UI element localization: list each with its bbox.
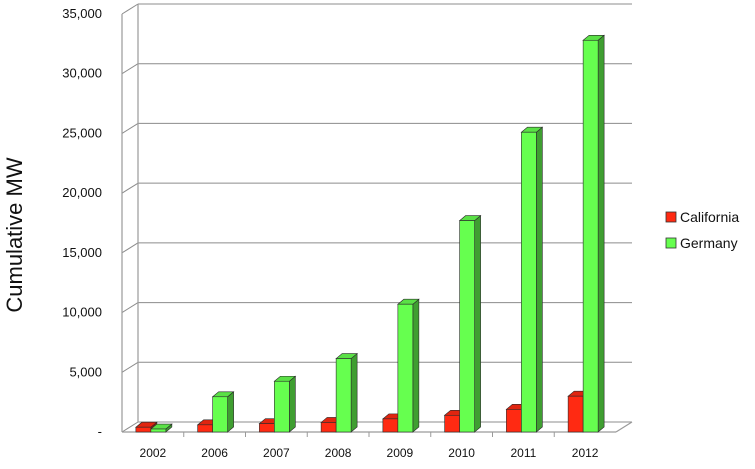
x-tick-label-2012: 2012 [572, 446, 599, 460]
bar-front-california-2008 [320, 422, 337, 433]
legend: California Germany [665, 209, 739, 251]
bar-front-germany-2012 [582, 39, 599, 433]
bar-front-california-2009 [382, 418, 399, 433]
bar-front-california-2012 [567, 395, 584, 433]
y-tick-label-30000: 30,000 [62, 66, 102, 81]
bar-germany-2007 [273, 375, 297, 433]
bar-germany-2012 [582, 34, 605, 433]
grid-depth-15000 [121, 242, 139, 254]
bar-side-germany-2006 [227, 391, 234, 433]
axes [121, 4, 633, 437]
grid-depth-30000 [121, 63, 139, 75]
floor-right-edge [615, 421, 633, 433]
x-tick-label-2008: 2008 [325, 446, 352, 460]
bar-front-california-2006 [197, 424, 213, 433]
bar-side-germany-2010 [474, 214, 481, 433]
bar-side-germany-2008 [350, 352, 358, 433]
legend-swatch-california [665, 211, 677, 223]
x-tick-label-2010: 2010 [448, 446, 475, 460]
grid-depth-25000 [121, 123, 139, 134]
bar-front-california-2010 [444, 414, 460, 433]
bar-front-germany-2007 [274, 380, 290, 433]
legend-swatch-germany [665, 237, 677, 249]
bar-front-germany-2011 [521, 131, 537, 433]
bar-front-california-2002 [135, 426, 152, 433]
bar-germany-2006 [211, 391, 235, 433]
grid-depth-5000 [121, 361, 139, 373]
x-tick-label-2007: 2007 [263, 446, 290, 460]
grid-depth-0 [121, 421, 139, 433]
y-axis-tick-labels: - 5,000 10,000 15,000 20,000 25,000 30,000 35,0… [62, 6, 102, 439]
bar-front-germany-2008 [335, 358, 352, 433]
legend-label-california: California [680, 209, 739, 225]
y-tick-label-35000: 35,000 [62, 6, 102, 21]
legend-label-germany: Germany [680, 235, 738, 251]
x-tick-label-2009: 2009 [387, 446, 414, 460]
bar-side-germany-2012 [597, 34, 605, 433]
bar-germany-2010 [458, 214, 482, 433]
bar-germany-2008 [335, 352, 358, 433]
bar-germany-2002 [150, 423, 173, 433]
y-tick-label-15000: 15,000 [62, 245, 102, 260]
bar-side-germany-2009 [412, 298, 420, 433]
bar-series [135, 34, 605, 433]
y-tick-label-20000: 20,000 [62, 185, 102, 200]
bar-side-germany-2007 [289, 375, 296, 433]
bar-front-california-2007 [259, 423, 275, 433]
x-axis-tick-labels: 2002 2006 2007 2008 2009 2010 2011 2012 [140, 446, 599, 460]
bar-side-germany-2011 [536, 126, 543, 433]
grid-lines [121, 3, 632, 433]
bar-front-germany-2002 [150, 428, 167, 433]
x-tick-label-2006: 2006 [201, 446, 228, 460]
bar-germany-2009 [397, 298, 420, 433]
grid-depth-35000 [121, 3, 139, 15]
bar-germany-2011 [520, 126, 544, 433]
y-tick-label-5000: 5,000 [69, 364, 102, 379]
bar-front-germany-2010 [459, 220, 475, 433]
x-tick-label-2002: 2002 [140, 446, 167, 460]
bar-front-germany-2006 [212, 396, 228, 433]
bar-front-california-2011 [506, 409, 522, 433]
y-tick-label-10000: 10,000 [62, 305, 102, 320]
bar-front-germany-2009 [397, 303, 414, 433]
y-axis-title: Cumulative MW [2, 157, 27, 312]
x-tick-label-2011: 2011 [510, 446, 536, 460]
grid-depth-10000 [121, 302, 139, 313]
y-tick-label-25000: 25,000 [62, 125, 102, 140]
grid-depth-20000 [121, 182, 139, 194]
y-tick-label-0: - [98, 424, 102, 439]
